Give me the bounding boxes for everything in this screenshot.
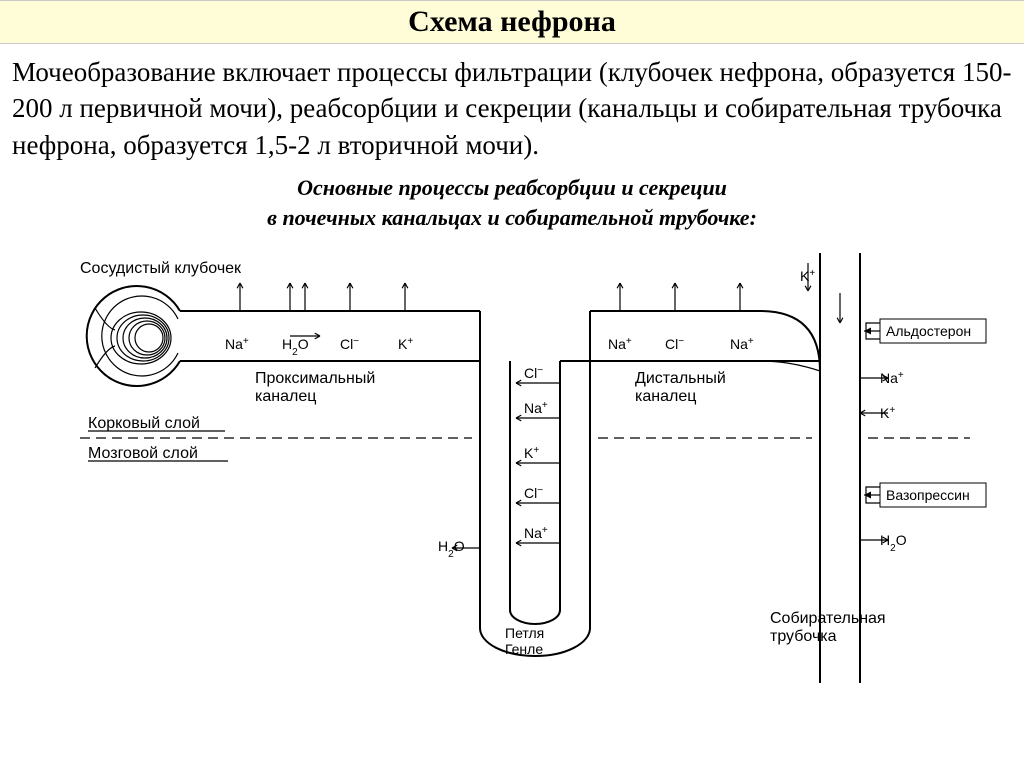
svg-text:Проксимальный: Проксимальный <box>255 370 375 387</box>
svg-text:Дистальный: Дистальный <box>635 370 726 387</box>
svg-text:Na+: Na+ <box>524 524 548 541</box>
svg-text:Na+: Na+ <box>225 335 249 352</box>
svg-text:Na+: Na+ <box>524 399 548 416</box>
svg-text:Сосудистый клубочек: Сосудистый клубочек <box>80 260 242 277</box>
svg-text:трубочка: трубочка <box>770 628 837 645</box>
svg-text:Cl−: Cl− <box>524 364 543 381</box>
svg-text:Петля: Петля <box>505 625 544 641</box>
svg-text:Альдостерон: Альдостерон <box>886 323 971 339</box>
nephron-svg: Корковый слой Мозговой слой Сосудистый клу… <box>0 233 1024 693</box>
svg-text:K+: K+ <box>398 335 413 352</box>
svg-text:каналец: каналец <box>635 388 696 405</box>
svg-text:Cl−: Cl− <box>665 335 684 352</box>
svg-text:Cl−: Cl− <box>524 484 543 501</box>
svg-text:Na+: Na+ <box>608 335 632 352</box>
svg-text:Корковый слой: Корковый слой <box>88 415 200 432</box>
svg-text:Na+: Na+ <box>730 335 754 352</box>
nephron-diagram: Корковый слой Мозговой слой Сосудистый клу… <box>0 233 1024 693</box>
svg-text:Генле: Генле <box>505 641 543 657</box>
svg-text:каналец: каналец <box>255 388 316 405</box>
svg-text:K+: K+ <box>524 444 539 461</box>
subtitle-line2: в почечных канальцах и собирательной тру… <box>267 205 757 230</box>
diagram-subtitle: Основные процессы реабсорбции и секреции… <box>0 173 1024 232</box>
svg-text:H2O: H2O <box>438 538 465 560</box>
page-title: Схема нефрона <box>0 5 1024 39</box>
svg-text:Вазопрессин: Вазопрессин <box>886 487 970 503</box>
svg-text:Собирательная: Собирательная <box>770 610 886 627</box>
subtitle-line1: Основные процессы реабсорбции и секреции <box>297 175 727 200</box>
svg-text:Cl−: Cl− <box>340 335 359 352</box>
main-paragraph: Мочеобразование включает процессы фильтр… <box>0 44 1024 167</box>
title-bar: Схема нефрона <box>0 0 1024 44</box>
svg-text:H2O: H2O <box>282 336 309 358</box>
svg-text:Мозговой слой: Мозговой слой <box>88 445 198 462</box>
